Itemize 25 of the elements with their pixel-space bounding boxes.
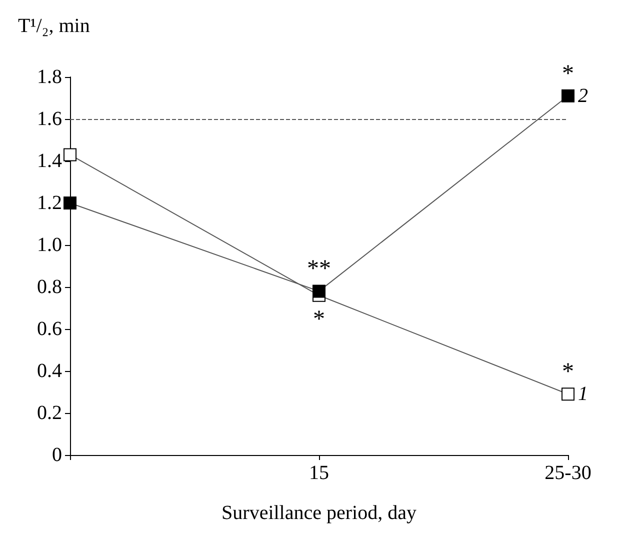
- annotation: *: [562, 60, 574, 87]
- point: [562, 89, 574, 102]
- point: [64, 148, 76, 162]
- x-tick-label: 15: [309, 462, 329, 484]
- point: [64, 196, 76, 210]
- y-tick-label: 1.8: [37, 66, 62, 88]
- series-label: 2: [578, 84, 588, 107]
- y-axis-title: T¹/₂, min: [18, 15, 90, 37]
- annotation: *: [562, 359, 574, 386]
- y-tick-label: 0.4: [37, 360, 62, 382]
- x-tick-label: 25-30: [544, 462, 592, 484]
- y-tick-label: 0.6: [37, 318, 62, 340]
- y-tick-label: 0: [52, 444, 62, 466]
- series-label: 1: [578, 383, 588, 406]
- y-tick-label: 0.8: [37, 276, 62, 298]
- point: [312, 284, 326, 298]
- y-tick-label: 1.6: [37, 108, 62, 130]
- y-tick-label: 1.4: [37, 150, 62, 172]
- y-tick-label: 1.0: [37, 234, 62, 256]
- annotation: **: [307, 256, 331, 282]
- y-tick-label: 1.2: [37, 192, 62, 214]
- y-tick-label: 0.2: [37, 402, 62, 424]
- x-axis-title: Surveillance period, day: [222, 502, 416, 524]
- point: [562, 388, 574, 401]
- annotation: *: [313, 306, 325, 332]
